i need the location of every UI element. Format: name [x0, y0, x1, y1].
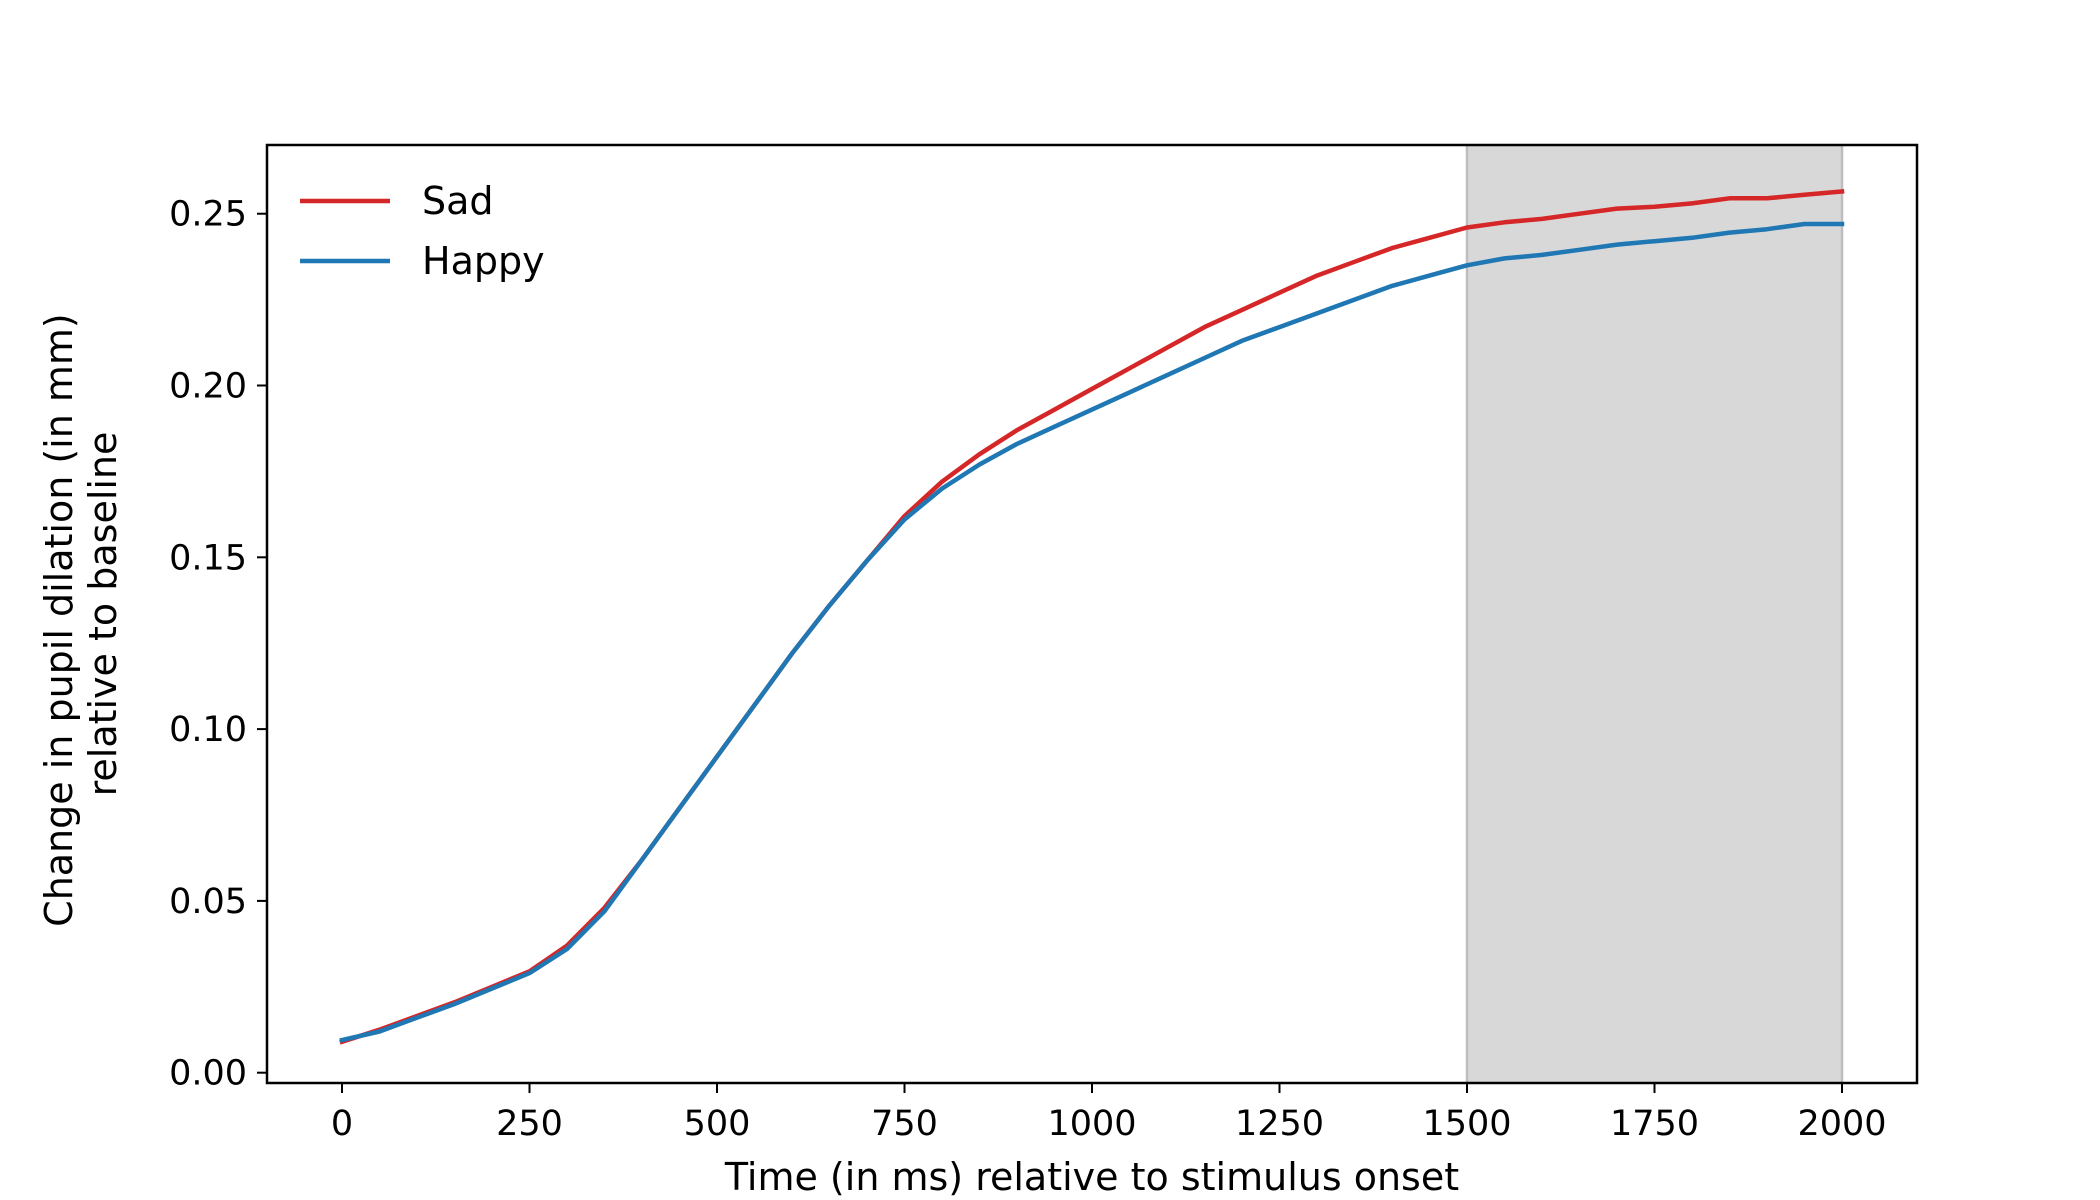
y-axis-label-line-1: Change in pupil dilation (in mm)	[37, 313, 81, 927]
x-tick-label: 0	[331, 1104, 353, 1144]
y-tick-label: 0.05	[169, 882, 247, 922]
legend-label-sad: Sad	[422, 179, 494, 223]
x-tick-label: 750	[871, 1104, 938, 1144]
legend: Sad Happy	[300, 179, 545, 283]
x-axis-ticks: 0 250 500 750 1000 1250 1500 1750 2000	[331, 1083, 1887, 1144]
x-tick-label: 1750	[1610, 1104, 1699, 1144]
x-tick-label: 2000	[1797, 1104, 1886, 1144]
x-axis-label: Time (in ms) relative to stimulus onset	[724, 1155, 1459, 1199]
x-tick-label: 250	[496, 1104, 563, 1144]
series-layer	[339, 188, 1845, 1045]
series-line-sad	[339, 188, 1845, 1045]
y-axis-label-line-2: relative to baseline	[81, 432, 125, 797]
x-tick-label: 1000	[1047, 1104, 1136, 1144]
y-axis-label: Change in pupil dilation (in mm) relativ…	[37, 301, 125, 927]
y-tick-label: 0.25	[169, 195, 247, 235]
x-tick-label: 500	[684, 1104, 751, 1144]
legend-label-happy: Happy	[422, 239, 545, 283]
y-axis-ticks: 0.00 0.05 0.10 0.15 0.20 0.25	[169, 195, 267, 1094]
x-tick-label: 1250	[1235, 1104, 1324, 1144]
x-tick-label: 1500	[1422, 1104, 1511, 1144]
shaded-region	[1467, 145, 1842, 1083]
series-line-happy	[339, 221, 1845, 1043]
y-tick-label: 0.15	[169, 538, 247, 578]
y-tick-label: 0.00	[169, 1054, 247, 1094]
y-tick-label: 0.20	[169, 367, 247, 407]
y-tick-label: 0.10	[169, 710, 247, 750]
shaded-region-layer	[1465, 145, 1844, 1083]
